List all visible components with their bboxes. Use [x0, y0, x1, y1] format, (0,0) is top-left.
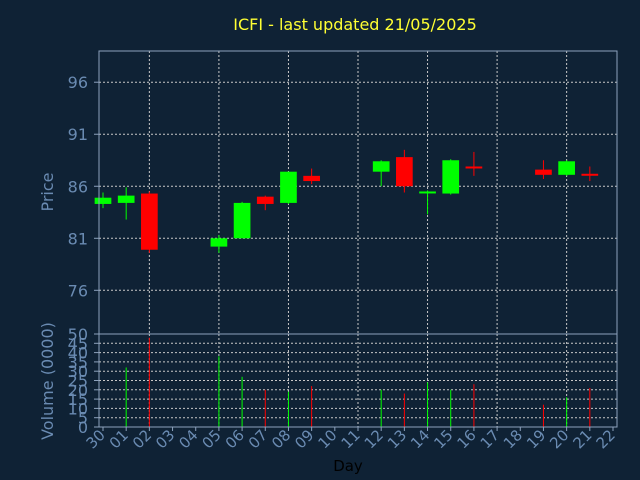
volume-grid — [99, 334, 617, 427]
volume-tick-label: 0 — [78, 418, 88, 437]
volume-tick-label: 20 — [68, 381, 88, 400]
candle-body — [442, 160, 460, 194]
volume-tick-label: 30 — [68, 362, 88, 381]
price-panel: 76 81 86 91 96 Price — [38, 50, 618, 335]
chart-title: ICFI - last updated 21/05/2025 — [233, 15, 477, 34]
candle-body — [396, 157, 413, 187]
candle-body — [210, 238, 228, 247]
volume-tick-label: 35 — [68, 353, 88, 372]
candle-body — [465, 166, 483, 169]
volume-tick-label: 40 — [68, 344, 88, 363]
candle-body — [141, 193, 158, 250]
candle-body — [558, 161, 575, 175]
candle-body — [233, 202, 251, 239]
volume-tick-label: 15 — [68, 390, 88, 409]
x-axis-label: Day — [333, 457, 363, 475]
candle-body — [419, 191, 436, 194]
price-axis-label: Price — [38, 172, 57, 211]
volume-tick-label: 10 — [68, 399, 88, 418]
candle-body — [581, 173, 599, 176]
candle-body — [256, 196, 274, 204]
candle-body — [303, 175, 320, 182]
price-grid — [99, 51, 617, 334]
candle-body — [280, 171, 297, 203]
candle-body — [117, 195, 135, 203]
price-candles — [94, 149, 599, 253]
volume-tick-label: 5 — [78, 409, 88, 428]
volume-tick-label: 45 — [68, 334, 88, 353]
candle-body — [372, 161, 390, 172]
candle-body — [535, 169, 552, 175]
price-tick-label: 96 — [68, 73, 88, 92]
price-tick-label: 76 — [68, 281, 88, 300]
volume-bars — [125, 337, 591, 427]
price-tick-label: 86 — [68, 177, 88, 196]
price-tick-label: 81 — [68, 229, 88, 248]
price-y-ticks: 76 81 86 91 96 — [68, 73, 99, 300]
candle-body — [94, 197, 112, 204]
x-tick-label: 22 — [593, 426, 619, 452]
volume-tick-label: 50 — [68, 325, 88, 344]
volume-axis-label: Volume (0000) — [38, 322, 57, 440]
volume-tick-label: 25 — [68, 372, 88, 391]
price-tick-label: 91 — [68, 125, 88, 144]
x-axis-ticks: 3001020304050607080910111213141516171819… — [83, 426, 619, 452]
